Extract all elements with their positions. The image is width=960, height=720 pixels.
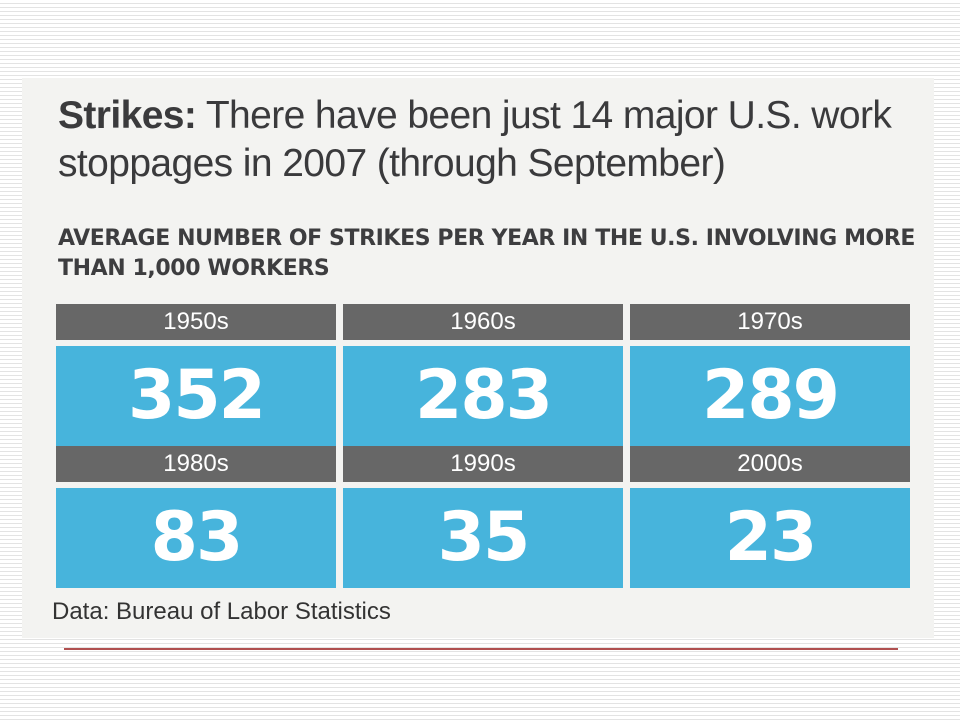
chart-title: AVERAGE NUMBER OF STRIKES PER YEAR IN TH… [58, 226, 916, 281]
headline-text: There have been just 14 major U.S. work … [58, 94, 892, 185]
divider-rule [64, 648, 898, 650]
strike-count: 289 [630, 346, 910, 446]
decade-label: 1960s [343, 304, 623, 340]
strike-count: 283 [343, 346, 623, 446]
strike-count: 35 [343, 488, 623, 588]
strike-count: 23 [630, 488, 910, 588]
strike-count: 352 [56, 346, 336, 446]
decade-label: 1980s [56, 446, 336, 482]
infographic-panel: Strikes: There have been just 14 major U… [22, 78, 934, 638]
decade-label: 1990s [343, 446, 623, 482]
decade-label: 1970s [630, 304, 910, 340]
data-source: Data: Bureau of Labor Statistics [52, 598, 391, 625]
decade-label: 1950s [56, 304, 336, 340]
headline: Strikes: There have been just 14 major U… [58, 92, 918, 188]
headline-lead: Strikes: [58, 94, 197, 137]
decade-label: 2000s [630, 446, 910, 482]
decade-grid: 1950s 352 1960s 283 1970s 289 1980s 83 1990s 35 20… [56, 304, 910, 588]
strike-count: 83 [56, 488, 336, 588]
